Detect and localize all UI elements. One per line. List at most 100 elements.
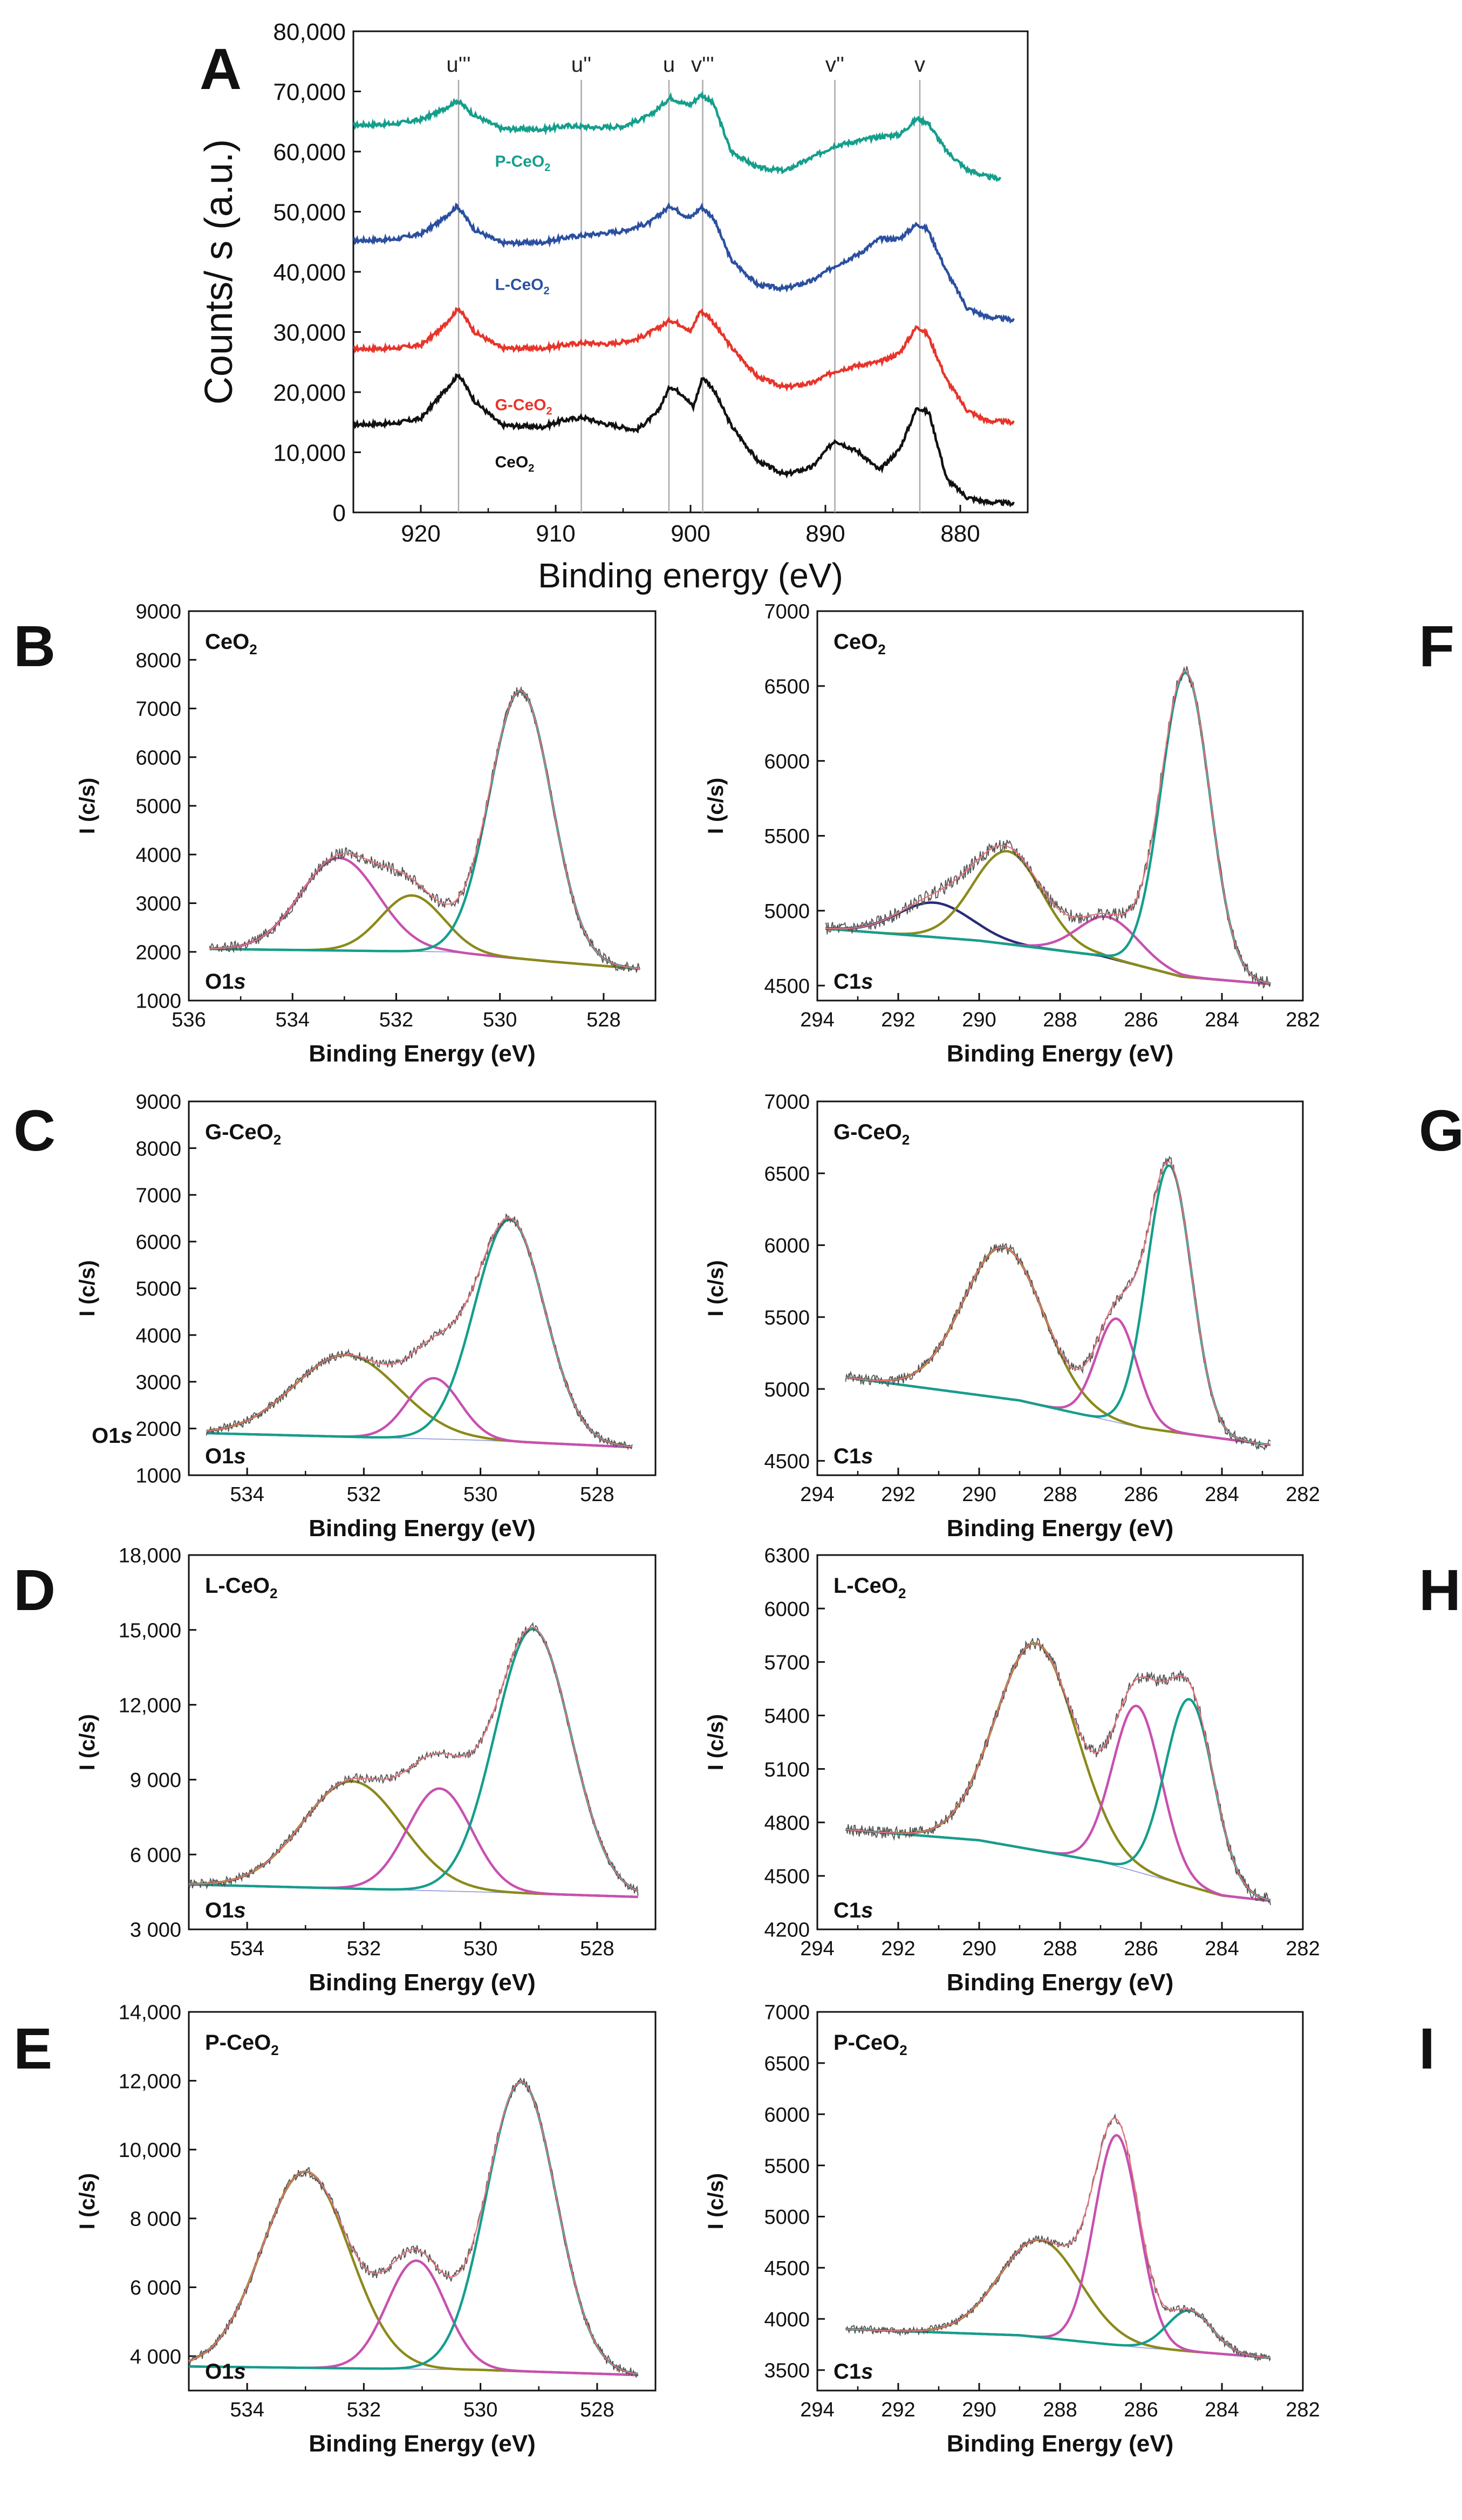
x-tick-label: 292 bbox=[881, 1937, 915, 1960]
peak-label: u''' bbox=[446, 53, 470, 77]
y-tick-label: 7000 bbox=[135, 698, 181, 721]
y-tick-label: 4500 bbox=[764, 1866, 810, 1888]
y-tick-label: 9000 bbox=[135, 601, 181, 624]
y-tick-label: 6000 bbox=[135, 747, 181, 769]
x-tick-label: 900 bbox=[671, 521, 710, 547]
fit-component bbox=[845, 1698, 1271, 1901]
y-tick-label: 5000 bbox=[135, 1278, 181, 1300]
x-axis-title: Binding Energy (eV) bbox=[947, 1040, 1173, 1067]
y-tick-label: 6500 bbox=[764, 676, 810, 699]
sample-label-subscript: 2 bbox=[898, 1585, 906, 1601]
peak-label: u'' bbox=[571, 53, 592, 77]
panel-letter-b: B bbox=[13, 613, 56, 679]
sample-label-text: L-CeO bbox=[834, 1574, 898, 1598]
x-tick-label: 284 bbox=[1205, 1009, 1239, 1031]
y-tick-label: 6000 bbox=[764, 2104, 810, 2126]
x-tick-label: 534 bbox=[230, 1937, 264, 1960]
x-tick-label: 294 bbox=[800, 1483, 834, 1506]
core-level-text: O1 bbox=[205, 970, 234, 994]
sample-label: CeO2 bbox=[205, 630, 257, 658]
x-tick-label: 532 bbox=[347, 2399, 381, 2421]
x-tick-label: 286 bbox=[1124, 1937, 1158, 1960]
panel-letter-a: A bbox=[200, 36, 242, 101]
x-tick-label: 528 bbox=[586, 1009, 620, 1031]
axes-frame bbox=[188, 2011, 657, 2392]
panel-letter-g: G bbox=[1419, 1098, 1462, 1163]
y-tick-label: 6000 bbox=[764, 1235, 810, 1257]
panel-b: B 536 534 532 530 528 1000 2000 3000 4000 5000 6000… bbox=[13, 601, 657, 1067]
core-level-label: O1s bbox=[205, 1444, 246, 1468]
x-tick-label: 294 bbox=[800, 1937, 834, 1960]
y-tick-label: 9000 bbox=[135, 1091, 181, 1114]
fit-envelope bbox=[825, 670, 1271, 984]
series-line bbox=[353, 91, 1001, 182]
x-tick-label: 530 bbox=[463, 1483, 497, 1506]
panel-d: D 534 532 530 528 3 000 6 000 9 000 12,000 15,000… bbox=[13, 1545, 657, 1996]
y-tick-label: 6 000 bbox=[130, 2277, 181, 2299]
y-tick-label: 18,000 bbox=[119, 1545, 181, 1567]
y-axis-title: I (c/s) bbox=[76, 2173, 99, 2229]
series-label-subscript: 2 bbox=[544, 285, 550, 297]
y-tick-label: 12,000 bbox=[119, 2070, 181, 2093]
panel-c: C 534 532 530 528 1000 2000 3000 4000 5000 6000 700… bbox=[13, 1091, 657, 1542]
panel-letter-d: D bbox=[13, 1557, 56, 1622]
x-tick-label: 282 bbox=[1286, 1937, 1320, 1960]
x-tick-label: 534 bbox=[230, 2399, 264, 2421]
y-tick-label: 3000 bbox=[135, 1371, 181, 1394]
core-level-label: C1s bbox=[834, 1444, 873, 1468]
fit-component bbox=[189, 2080, 638, 2375]
raw-data-line bbox=[206, 1213, 633, 1451]
x-tick-label: 282 bbox=[1286, 2399, 1320, 2421]
series-line bbox=[353, 373, 1015, 508]
x-tick-label: 880 bbox=[940, 521, 980, 547]
x-axis-title: Binding Energy (eV) bbox=[309, 2430, 535, 2457]
core-level-label: O1s bbox=[205, 2360, 246, 2384]
core-level-text: C1 bbox=[834, 970, 861, 994]
sample-label-text: G-CeO bbox=[205, 1120, 274, 1144]
fit-component bbox=[206, 1353, 632, 1449]
y-tick-label: 0 bbox=[333, 500, 346, 526]
fit-envelope bbox=[189, 1626, 639, 1892]
fit-component bbox=[825, 672, 1271, 985]
y-tick-label: 6 000 bbox=[130, 1844, 181, 1867]
panel-letter-h: H bbox=[1419, 1557, 1461, 1622]
y-tick-label: 70,000 bbox=[273, 79, 346, 105]
y-tick-label: 6000 bbox=[764, 750, 810, 773]
panel-f: F 294 292 290 288 286 284 282 4500 5000 5500 6000 65… bbox=[704, 601, 1454, 1067]
panel-h: H 294 292 290 288 286 284 282 4200 4500 4800 5100 54… bbox=[704, 1545, 1461, 1996]
y-tick-label: 6500 bbox=[764, 1163, 810, 1186]
x-tick-label: 286 bbox=[1124, 2399, 1158, 2421]
core-level-orbital: s bbox=[861, 2360, 873, 2384]
sample-label-text: CeO bbox=[834, 630, 878, 654]
axes-frame bbox=[816, 610, 1304, 1002]
core-level-text: C1 bbox=[834, 1444, 861, 1468]
x-tick-label: 530 bbox=[483, 1009, 517, 1031]
y-tick-label: 7000 bbox=[764, 601, 810, 624]
sample-label: G-CeO2 bbox=[834, 1120, 910, 1148]
background-line bbox=[825, 928, 1271, 985]
series-label-text: CeO bbox=[495, 453, 529, 471]
y-tick-label: 4000 bbox=[135, 844, 181, 867]
series-line bbox=[353, 202, 1015, 324]
fit-envelope bbox=[188, 2081, 638, 2375]
x-tick-label: 292 bbox=[881, 1483, 915, 1506]
x-tick-label: 288 bbox=[1043, 1937, 1077, 1960]
x-tick-label: 284 bbox=[1205, 1937, 1239, 1960]
x-tick-label: 284 bbox=[1205, 1483, 1239, 1506]
sample-label-text: CeO bbox=[205, 630, 249, 654]
core-level-orbital: s bbox=[861, 970, 873, 994]
x-tick-label: 292 bbox=[881, 1009, 915, 1031]
panel-letter-e: E bbox=[13, 2016, 52, 2081]
y-tick-label: 7000 bbox=[135, 1184, 181, 1207]
y-tick-label: 6000 bbox=[764, 1598, 810, 1621]
y-tick-label: 7000 bbox=[764, 1091, 810, 1114]
series-label-text: G-CeO bbox=[495, 396, 546, 414]
background-line bbox=[209, 948, 640, 970]
y-tick-label: 1000 bbox=[135, 990, 181, 1013]
raw-data-line bbox=[825, 666, 1271, 989]
y-tick-label: 15,000 bbox=[119, 1619, 181, 1642]
x-tick-label: 286 bbox=[1124, 1483, 1158, 1506]
sample-label-text: P-CeO bbox=[834, 2031, 899, 2055]
x-tick-label: 528 bbox=[580, 1937, 614, 1960]
